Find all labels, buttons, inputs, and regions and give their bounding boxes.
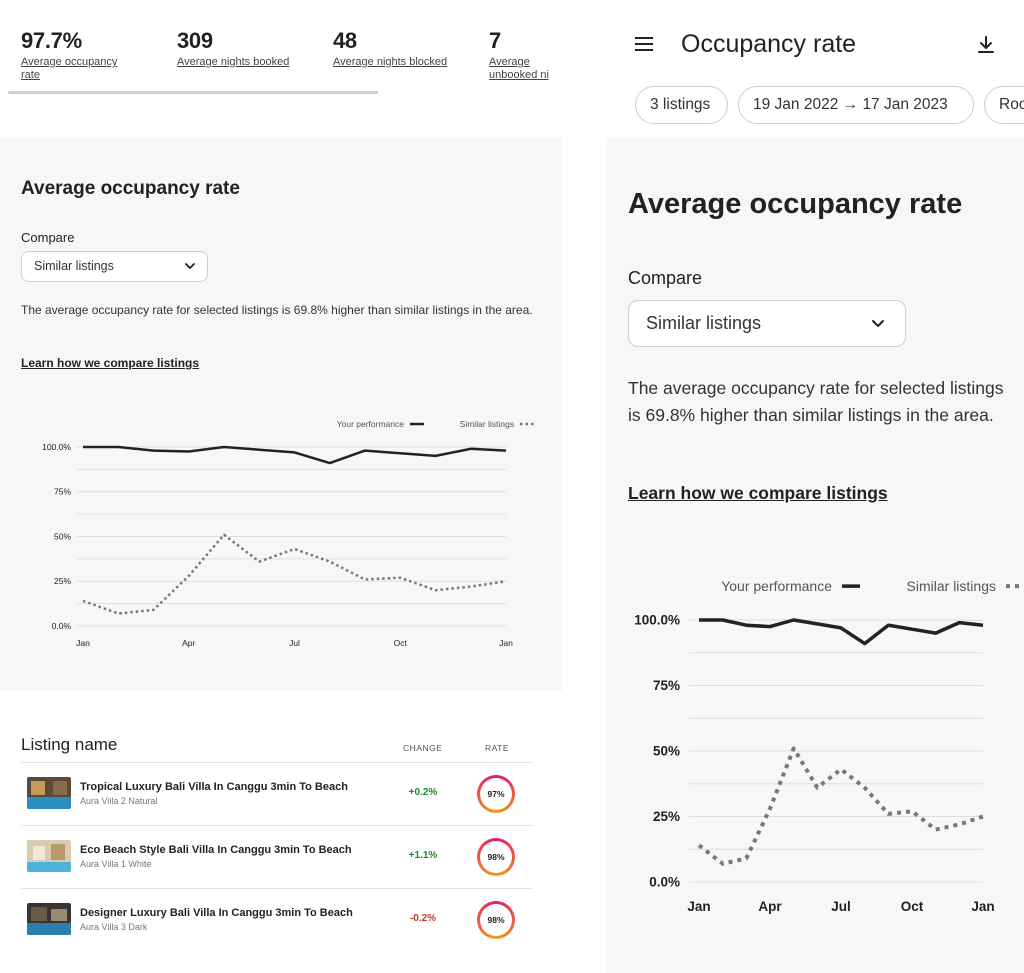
listing-name: Designer Luxury Bali Villa In Canggu 3mi… <box>80 907 353 919</box>
similar-listings-line <box>697 746 984 866</box>
y-tick-label: 50% <box>653 744 680 759</box>
rate-ring: 98% <box>477 901 515 939</box>
x-tick-label: Jan <box>499 638 513 648</box>
page-title: Occupancy rate <box>681 30 857 58</box>
legend-label: Similar listings <box>907 578 996 594</box>
x-tick-label: Jan <box>687 899 710 914</box>
filter-chip-room[interactable]: Roo <box>984 86 1024 124</box>
comparison-description: The average occupancy rate for selected … <box>21 303 533 317</box>
stat-occupancy[interactable]: 97.7% Average occupancy rate <box>21 28 161 82</box>
filter-chip-dates[interactable]: 19 Jan 2022 → 17 Jan 2023 <box>738 86 974 124</box>
listing-thumbnail <box>27 840 71 872</box>
occupancy-panel: Average occupancy rate Compare Similar l… <box>0 138 562 691</box>
listing-name: Tropical Luxury Bali Villa In Canggu 3mi… <box>80 781 348 793</box>
col-header-change: CHANGE <box>403 743 443 753</box>
col-header-rate: RATE <box>485 743 510 753</box>
x-tick-label: Jan <box>76 638 90 648</box>
table-title: Listing name <box>21 735 118 754</box>
stat-value: 48 <box>333 28 357 53</box>
occupancy-panel: Average occupancy rate Compare Similar l… <box>607 138 1024 973</box>
table-row[interactable]: Eco Beach Style Bali Villa In Canggu 3mi… <box>21 825 533 888</box>
listing-thumbnail <box>27 903 71 935</box>
table-row[interactable]: Tropical Luxury Bali Villa In Canggu 3mi… <box>21 762 533 825</box>
listing-change: +0.2% <box>408 787 438 798</box>
listing-subtitle: Aura Villa 2 Natural <box>80 796 158 806</box>
compare-label: Compare <box>21 230 75 245</box>
y-tick-label: 75% <box>653 678 680 693</box>
listing-subtitle: Aura Villa 3 Dark <box>80 922 148 932</box>
download-icon[interactable] <box>977 35 995 55</box>
y-tick-label: 0.0% <box>52 621 72 631</box>
y-tick-label: 25% <box>54 576 71 586</box>
table-row[interactable]: Designer Luxury Bali Villa In Canggu 3mi… <box>21 888 533 951</box>
occupancy-chart: 0.0% 25% 50% 75% 100.0% Jan Apr Jul Oct Jan Your p… <box>42 419 534 648</box>
legend-label: Your performance <box>721 578 832 594</box>
learn-compare-link[interactable]: Learn how we compare listings <box>628 483 888 503</box>
occupancy-chart: 0.0% 25% 50% 75% 100.0% Jan Apr Jul Oct Jan Your p… <box>634 578 1024 914</box>
legend-label: Your performance <box>337 419 405 429</box>
rate-ring: 98% <box>477 838 515 876</box>
right-screenshot: Occupancy rate 3 listings 19 Jan 2022 → … <box>607 0 1024 973</box>
section-title: Average occupancy rate <box>21 178 240 199</box>
y-tick-label: 100.0% <box>634 613 680 628</box>
listing-change: +1.1% <box>408 850 438 861</box>
listing-thumbnail <box>27 777 71 809</box>
stat-unbooked[interactable]: 7 Average unbooked nights <box>489 28 549 82</box>
menu-icon[interactable] <box>635 37 653 53</box>
y-tick-label: 0.0% <box>649 875 680 890</box>
stats-bar: 97.7% Average occupancy rate 309 Average… <box>0 0 562 138</box>
stat-value: 7 <box>489 28 501 53</box>
scroll-indicator[interactable] <box>8 91 378 94</box>
x-tick-label: Jul <box>831 899 851 914</box>
x-tick-label: Apr <box>758 899 782 914</box>
stat-label[interactable]: Average nights booked <box>177 56 290 68</box>
stat-label[interactable]: Average occupancy rate <box>21 56 118 81</box>
stat-nights-blocked[interactable]: 48 Average nights blocked <box>333 28 473 69</box>
compare-label: Compare <box>628 268 703 288</box>
stat-value: 309 <box>177 28 213 53</box>
legend-label: Similar listings <box>460 419 514 429</box>
y-tick-label: 25% <box>653 809 680 824</box>
x-tick-label: Oct <box>901 899 924 914</box>
y-tick-label: 100.0% <box>42 442 71 452</box>
listing-rate: 98% <box>480 841 512 873</box>
rate-ring: 97% <box>477 775 515 813</box>
listings-table: Listing name CHANGE RATE Tropical Luxury… <box>0 691 562 973</box>
listing-subtitle: Aura Villa 1 White <box>80 859 152 869</box>
similar-listings-line <box>82 533 507 615</box>
section-title: Average occupancy rate <box>628 188 963 220</box>
your-performance-line <box>699 618 984 646</box>
stat-value: 97.7% <box>21 28 82 53</box>
y-tick-label: 75% <box>54 487 71 497</box>
x-tick-label: Jan <box>971 899 994 914</box>
y-tick-label: 50% <box>54 531 71 541</box>
x-tick-label: Jul <box>289 638 300 648</box>
x-tick-label: Oct <box>394 638 408 648</box>
chevron-down-icon <box>872 320 884 327</box>
compare-select-value: Similar listings <box>34 259 114 273</box>
filter-chip-listings[interactable]: 3 listings <box>635 86 728 124</box>
compare-select-value: Similar listings <box>646 313 762 333</box>
left-screenshot: 97.7% Average occupancy rate 309 Average… <box>0 0 562 973</box>
x-tick-label: Apr <box>182 638 195 648</box>
stat-label[interactable]: Average nights blocked <box>333 56 448 68</box>
comparison-description: The average occupancy rate for selected … <box>628 378 1004 425</box>
stat-nights-booked[interactable]: 309 Average nights booked <box>177 28 317 69</box>
learn-compare-link[interactable]: Learn how we compare listings <box>21 356 200 370</box>
listing-rate: 98% <box>480 904 512 936</box>
compare-select[interactable]: Similar listings <box>21 251 208 282</box>
compare-select[interactable]: Similar listings <box>628 300 906 347</box>
stat-label[interactable]: Average unbooked nights <box>489 56 549 81</box>
chevron-down-icon <box>185 263 195 269</box>
listing-name: Eco Beach Style Bali Villa In Canggu 3mi… <box>80 844 352 856</box>
listing-rate: 97% <box>480 778 512 810</box>
your-performance-line <box>83 445 507 465</box>
listing-change: -0.2% <box>409 913 437 924</box>
